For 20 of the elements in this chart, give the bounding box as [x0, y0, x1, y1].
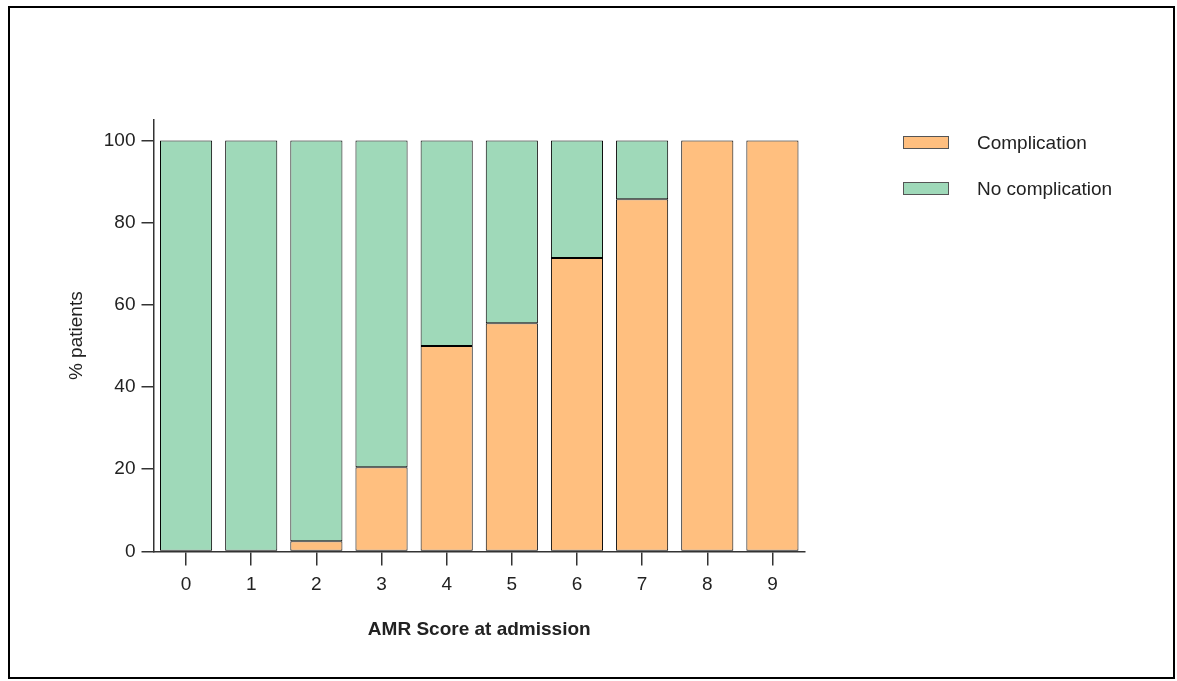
x-tick-label: 9 — [767, 573, 778, 595]
y-axis-title: % patients — [64, 291, 86, 381]
x-tick-label: 6 — [571, 573, 583, 595]
x-axis-title: AMR Score at admission — [367, 617, 591, 639]
x-tick-label: 7 — [636, 573, 648, 595]
y-tick-label: 80 — [114, 210, 136, 232]
x-tick-label: 8 — [701, 573, 713, 595]
text: No complication — [977, 177, 1113, 200]
x-tick-label: 5 — [506, 573, 518, 595]
y-tick-label: 60 — [114, 293, 136, 315]
x-tick-label: 1 — [245, 573, 257, 595]
x-tick-label: 3 — [376, 573, 387, 595]
x-tick-label: 4 — [441, 573, 453, 595]
x-tick-label: 0 — [180, 573, 192, 595]
x-tick-label: 2 — [311, 573, 322, 595]
legend-label: Complication — [977, 131, 1087, 154]
y-tick-label: 100 — [103, 128, 136, 150]
y-tick-label: 0 — [124, 539, 136, 561]
y-tick-label: 40 — [114, 375, 136, 397]
y-tick-label: 20 — [114, 457, 136, 479]
